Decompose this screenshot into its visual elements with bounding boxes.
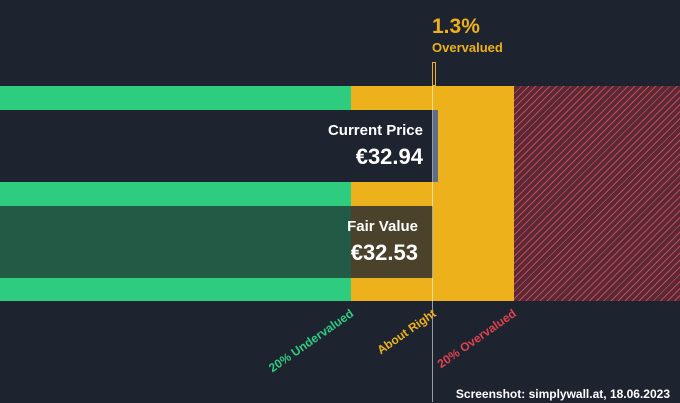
- screenshot-credit: Screenshot: simplywall.at, 18.06.2023: [455, 387, 670, 401]
- fair-value-bar-undervalued-part: [0, 206, 351, 278]
- current-price-bar-edge: [433, 110, 438, 182]
- current-price-label: Current Price: [327, 122, 423, 139]
- fair-value-value: €32.53: [350, 240, 418, 265]
- fair-value-label: Fair Value: [347, 218, 418, 235]
- fair-value-marker-line: [432, 62, 433, 402]
- current-price-bar: [0, 110, 438, 182]
- overvalued-zone: [514, 86, 680, 301]
- valuation-marker-cap: [432, 62, 436, 86]
- valuation-status: Overvalued: [432, 40, 503, 55]
- zone-label-about-right: About Right: [374, 306, 440, 358]
- zone-label-undervalued: 20% Undervalued: [266, 306, 357, 376]
- current-price-value: €32.94: [355, 144, 423, 169]
- zone-label-overvalued: 20% Overvalued: [435, 306, 520, 371]
- valuation-percent: 1.3%: [432, 15, 480, 38]
